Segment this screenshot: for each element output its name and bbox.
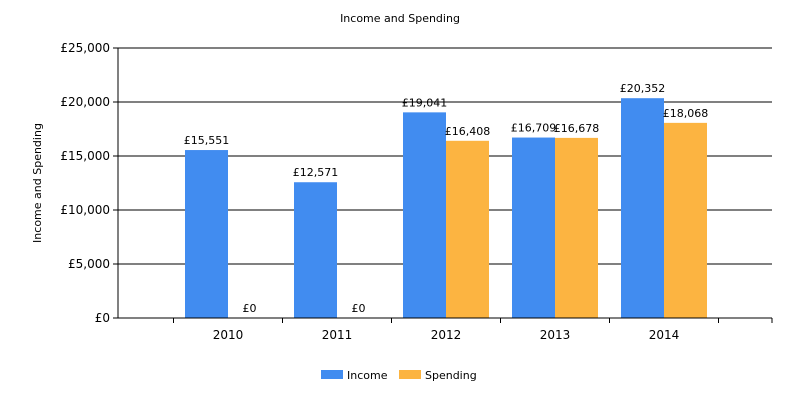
x-tick-label: 2012: [431, 328, 462, 342]
bars: [185, 98, 707, 319]
legend-label-spending: Spending: [425, 369, 477, 382]
chart-title: Income and Spending: [340, 12, 460, 25]
data-label: £20,352: [620, 82, 666, 95]
y-axis-label: Income and Spending: [31, 123, 44, 243]
x-tick-label: 2013: [540, 328, 571, 342]
data-label: £0: [352, 302, 366, 315]
y-tick-label: £15,000: [60, 149, 110, 163]
bar-spending-2013: [555, 137, 598, 318]
bar-spending-2012: [446, 140, 489, 318]
y-tick-label: £0: [95, 311, 110, 325]
data-labels: £15,551 £12,571 £19,041 £16,709 £20,352 £0 £0 £…: [184, 82, 709, 315]
y-tick-label: £25,000: [60, 41, 110, 55]
x-tick-label: 2014: [649, 328, 680, 342]
bar-income-2014: [621, 98, 664, 319]
data-label: £16,678: [554, 122, 600, 135]
bar-income-2013: [512, 137, 555, 318]
data-label: £15,551: [184, 134, 230, 147]
axes: £0 £5,000 £10,000 £15,000 £20,000 £25,000 2010…: [60, 41, 773, 342]
data-label: £12,571: [293, 166, 339, 179]
legend-swatch-income: [321, 370, 343, 379]
data-label: £0: [243, 302, 257, 315]
bar-spending-2014: [664, 122, 707, 318]
legend-swatch-spending: [399, 370, 421, 379]
bar-income-2010: [185, 150, 228, 318]
data-label: £18,068: [663, 107, 709, 120]
y-tick-label: £20,000: [60, 95, 110, 109]
data-label: £16,408: [445, 125, 491, 138]
y-tick-label: £5,000: [68, 257, 110, 271]
x-tick-label: 2010: [213, 328, 244, 342]
bar-income-2012: [403, 112, 446, 318]
data-label: £16,709: [511, 122, 557, 135]
x-tick-label: 2011: [322, 328, 353, 342]
data-label: £19,041: [402, 96, 448, 109]
legend: Income Spending: [321, 369, 477, 382]
y-tick-label: £10,000: [60, 203, 110, 217]
bar-income-2011: [294, 182, 337, 318]
legend-label-income: Income: [347, 369, 388, 382]
